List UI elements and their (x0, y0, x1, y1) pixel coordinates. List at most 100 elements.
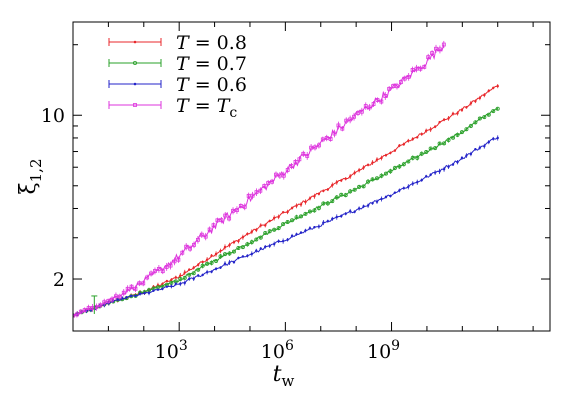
data-point (299, 203, 303, 206)
data-point (335, 215, 338, 219)
data-point (241, 255, 245, 258)
data-point (307, 209, 312, 214)
data-point (168, 263, 173, 268)
data-point (496, 84, 499, 88)
data-point (426, 55, 431, 60)
data-point (117, 294, 122, 299)
data-point (277, 173, 282, 178)
data-point (156, 266, 161, 271)
data-point (370, 177, 375, 182)
legend-entry: T = 0.7 (108, 53, 247, 75)
data-point (438, 170, 441, 173)
data-point (383, 171, 388, 176)
data-point (389, 151, 392, 155)
data-point (492, 137, 495, 140)
data-point (264, 224, 267, 227)
data-point (352, 187, 357, 192)
data-point (143, 291, 146, 295)
data-point (228, 261, 231, 264)
data-point (250, 193, 255, 198)
data-point (294, 215, 299, 220)
data-point (295, 204, 298, 207)
data-point (82, 308, 87, 312)
data-point (236, 246, 241, 251)
data-point (352, 114, 356, 119)
data-point (161, 287, 164, 291)
data-point (451, 112, 455, 115)
data-point (156, 288, 160, 291)
data-point (246, 232, 249, 236)
data-point (281, 211, 285, 214)
data-point (424, 150, 429, 155)
data-point (262, 184, 267, 188)
data-point (246, 193, 251, 198)
data-point (375, 158, 379, 161)
data-point (328, 137, 333, 141)
data-point (414, 66, 419, 71)
data-point (174, 282, 178, 286)
data-point (359, 109, 364, 114)
data-point (290, 234, 294, 238)
data-point (272, 216, 276, 220)
data-point (268, 219, 271, 223)
y-axis-label: ξ1,2 (16, 159, 45, 195)
data-point (336, 123, 341, 128)
data-point (430, 51, 435, 56)
data-point (238, 204, 243, 208)
data-point (227, 216, 232, 221)
x-tick-label: 103 (155, 338, 188, 363)
data-point (418, 66, 423, 71)
data-point (335, 181, 338, 184)
data-point (223, 252, 228, 257)
data-point (153, 269, 157, 273)
legend-label: T = 0.6 (176, 74, 247, 96)
data-point (416, 136, 419, 139)
data-point (441, 42, 446, 47)
data-point (170, 278, 173, 282)
data-point (266, 181, 271, 185)
data-point (384, 195, 388, 199)
data-point (272, 227, 277, 232)
data-point (246, 254, 249, 258)
data-point (486, 112, 491, 117)
data-point (366, 204, 370, 207)
data-point (407, 185, 410, 188)
data-point (214, 258, 219, 263)
data-point (438, 121, 441, 124)
data-point (398, 189, 401, 192)
data-point (255, 228, 258, 232)
data-point (380, 197, 383, 201)
data-point (78, 309, 83, 314)
data-point (228, 243, 231, 247)
data-point (308, 226, 312, 230)
data-point (447, 165, 450, 168)
data-point (456, 161, 459, 164)
data-point (317, 225, 321, 228)
data-point (160, 269, 165, 274)
data-point (324, 136, 329, 140)
data-point (281, 222, 286, 227)
ticks-layer (72, 22, 550, 331)
data-point (371, 102, 376, 106)
legend-marker (133, 103, 137, 107)
data-point (264, 245, 267, 249)
data-point (309, 145, 314, 150)
data-point (165, 279, 169, 283)
data-point (86, 306, 91, 310)
data-point (73, 313, 75, 318)
data-point (249, 240, 254, 245)
data-point (330, 199, 335, 204)
data-point (183, 271, 186, 274)
data-point (389, 194, 392, 198)
legend-marker (133, 40, 137, 44)
data-point (474, 148, 477, 151)
data-point (357, 168, 361, 172)
data-point (491, 109, 496, 114)
data-point (137, 281, 142, 286)
data-point (334, 195, 339, 200)
data-point (258, 188, 263, 193)
data-point (361, 184, 366, 189)
data-point (469, 102, 473, 105)
data-point (290, 218, 295, 223)
